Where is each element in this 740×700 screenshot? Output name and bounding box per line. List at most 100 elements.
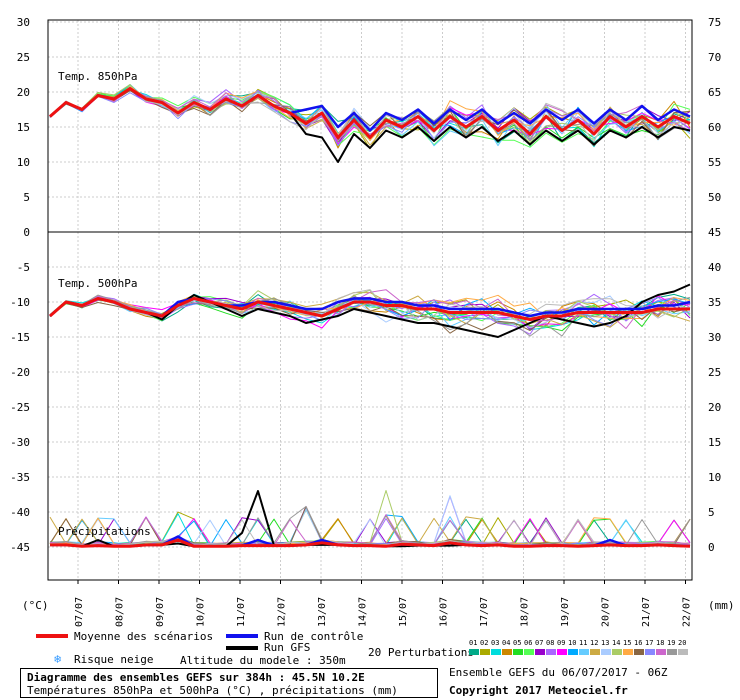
legend-altitude-label: Altitude du modele : 350m — [180, 654, 346, 667]
date-label: 08/07 — [115, 597, 126, 627]
right-tick-label-bottom: 5 — [708, 506, 715, 519]
perturbation-swatch — [502, 649, 512, 655]
legend: Moyenne des scénarios Run de contrôleRun … — [36, 630, 688, 667]
right-tick-label-top: 75 — [708, 16, 721, 29]
legend-gfs-label: Run GFS — [264, 641, 310, 654]
date-label: 12/07 — [277, 597, 288, 627]
perturbation-number: 18 — [656, 639, 664, 647]
left-tick-label: 0 — [23, 226, 30, 239]
right-tick-label-bottom: 35 — [708, 296, 721, 309]
left-tick-label: -45 — [10, 541, 30, 554]
left-tick-label: -5 — [17, 261, 30, 274]
date-label: 13/07 — [317, 597, 328, 627]
t500-perturbation-19 — [49, 294, 691, 337]
perturbation-swatch — [601, 649, 611, 655]
perturbation-number: 04 — [502, 639, 510, 647]
perturbation-swatch — [568, 649, 578, 655]
date-label: 11/07 — [236, 597, 247, 627]
legend-perturbations-label: 20 Perturbations — [368, 646, 474, 659]
right-tick-label-bottom: 15 — [708, 436, 721, 449]
chart-title: Diagramme des ensembles GEFS sur 384h : … — [27, 671, 365, 684]
perturbation-swatch — [678, 649, 688, 655]
right-tick-label-top: 70 — [708, 51, 721, 64]
left-tick-label: -35 — [10, 471, 30, 484]
perturbation-number: 08 — [546, 639, 554, 647]
series-layer — [49, 84, 691, 548]
date-label: 10/07 — [196, 597, 207, 627]
perturbation-number: 20 — [678, 639, 686, 647]
perturbation-number: 01 — [469, 639, 477, 647]
left-tick-label: 10 — [17, 156, 30, 169]
right-tick-label-bottom: 10 — [708, 471, 721, 484]
left-tick-label: 20 — [17, 86, 30, 99]
precip-perturbation-19 — [49, 506, 691, 547]
right-tick-label-bottom: 25 — [708, 366, 721, 379]
t500-gfs-line — [49, 283, 691, 338]
date-label: 07/07 — [74, 597, 85, 627]
legend-control-label: Run de contrôle — [264, 630, 363, 643]
perturbation-number: 11 — [579, 639, 587, 647]
date-label: 15/07 — [398, 597, 409, 627]
perturbation-swatch — [524, 649, 534, 655]
panel-bottom-frame — [47, 231, 693, 581]
right-tick-label-top: 65 — [708, 86, 721, 99]
perturbation-number: 13 — [601, 639, 609, 647]
date-label: 22/07 — [682, 597, 693, 627]
perturbation-swatch — [513, 649, 523, 655]
legend-mean-label: Moyenne des scénarios — [74, 630, 213, 643]
left-tick-label: 15 — [17, 121, 30, 134]
left-tick-label: -15 — [10, 331, 30, 344]
perturbation-number: 19 — [667, 639, 675, 647]
right-unit-label: (mm) — [708, 599, 735, 612]
date-label: 21/07 — [641, 597, 652, 627]
left-unit-label: (°C) — [22, 599, 49, 612]
axes — [47, 19, 693, 584]
precip-mean-line — [50, 538, 691, 548]
perturbation-number: 17 — [645, 639, 653, 647]
perturbation-swatch — [667, 649, 677, 655]
right-tick-label-top: 55 — [708, 156, 721, 169]
perturbation-number: 15 — [623, 639, 631, 647]
perturbation-number: 10 — [568, 639, 576, 647]
left-tick-label: -40 — [10, 506, 30, 519]
left-tick-label: 25 — [17, 51, 30, 64]
info-box: Diagramme des ensembles GEFS sur 384h : … — [20, 668, 438, 698]
perturbation-swatch — [645, 649, 655, 655]
perturbation-swatch — [557, 649, 567, 655]
perturbation-swatch — [623, 649, 633, 655]
perturbation-number: 12 — [590, 639, 598, 647]
perturbation-number: 14 — [612, 639, 620, 647]
perturbation-swatch — [579, 649, 589, 655]
copyright: Copyright 2017 Meteociel.fr — [449, 684, 628, 697]
right-tick-label-bottom: 40 — [708, 261, 721, 274]
t500-mean-line — [49, 297, 690, 321]
left-tick-label: 5 — [23, 191, 30, 204]
date-label: 14/07 — [358, 597, 369, 627]
perturbation-number: 06 — [524, 639, 532, 647]
right-tick-label-bottom: 0 — [708, 541, 715, 554]
right-tick-label-bottom: 20 — [708, 401, 721, 414]
perturbation-swatch — [480, 649, 490, 655]
left-tick-label: -30 — [10, 436, 30, 449]
left-tick-label: 30 — [17, 16, 30, 29]
left-tick-label: -10 — [10, 296, 30, 309]
perturbation-swatch — [612, 649, 622, 655]
snowflake-icon: ❄ — [54, 652, 61, 666]
labels-layer: 302520151050-5-10-15-20-25-30-35-40-4575… — [10, 16, 734, 627]
right-tick-label-top: 50 — [708, 191, 721, 204]
right-tick-label-top: 60 — [708, 121, 721, 134]
perturbation-number: 09 — [557, 639, 565, 647]
perturbation-swatch — [590, 649, 600, 655]
perturbation-number: 03 — [491, 639, 499, 647]
left-tick-label: -20 — [10, 366, 30, 379]
precip-perturbation-8 — [49, 496, 691, 547]
perturbation-number: 05 — [513, 639, 521, 647]
perturbation-number: 02 — [480, 639, 488, 647]
perturbation-swatch — [491, 649, 501, 655]
perturbation-swatch — [535, 649, 545, 655]
right-tick-label-bottom: 45 — [708, 226, 721, 239]
panel-label-precip: Précipitations — [58, 525, 151, 538]
perturbation-number: 07 — [535, 639, 543, 647]
right-tick-label-bottom: 30 — [708, 331, 721, 344]
